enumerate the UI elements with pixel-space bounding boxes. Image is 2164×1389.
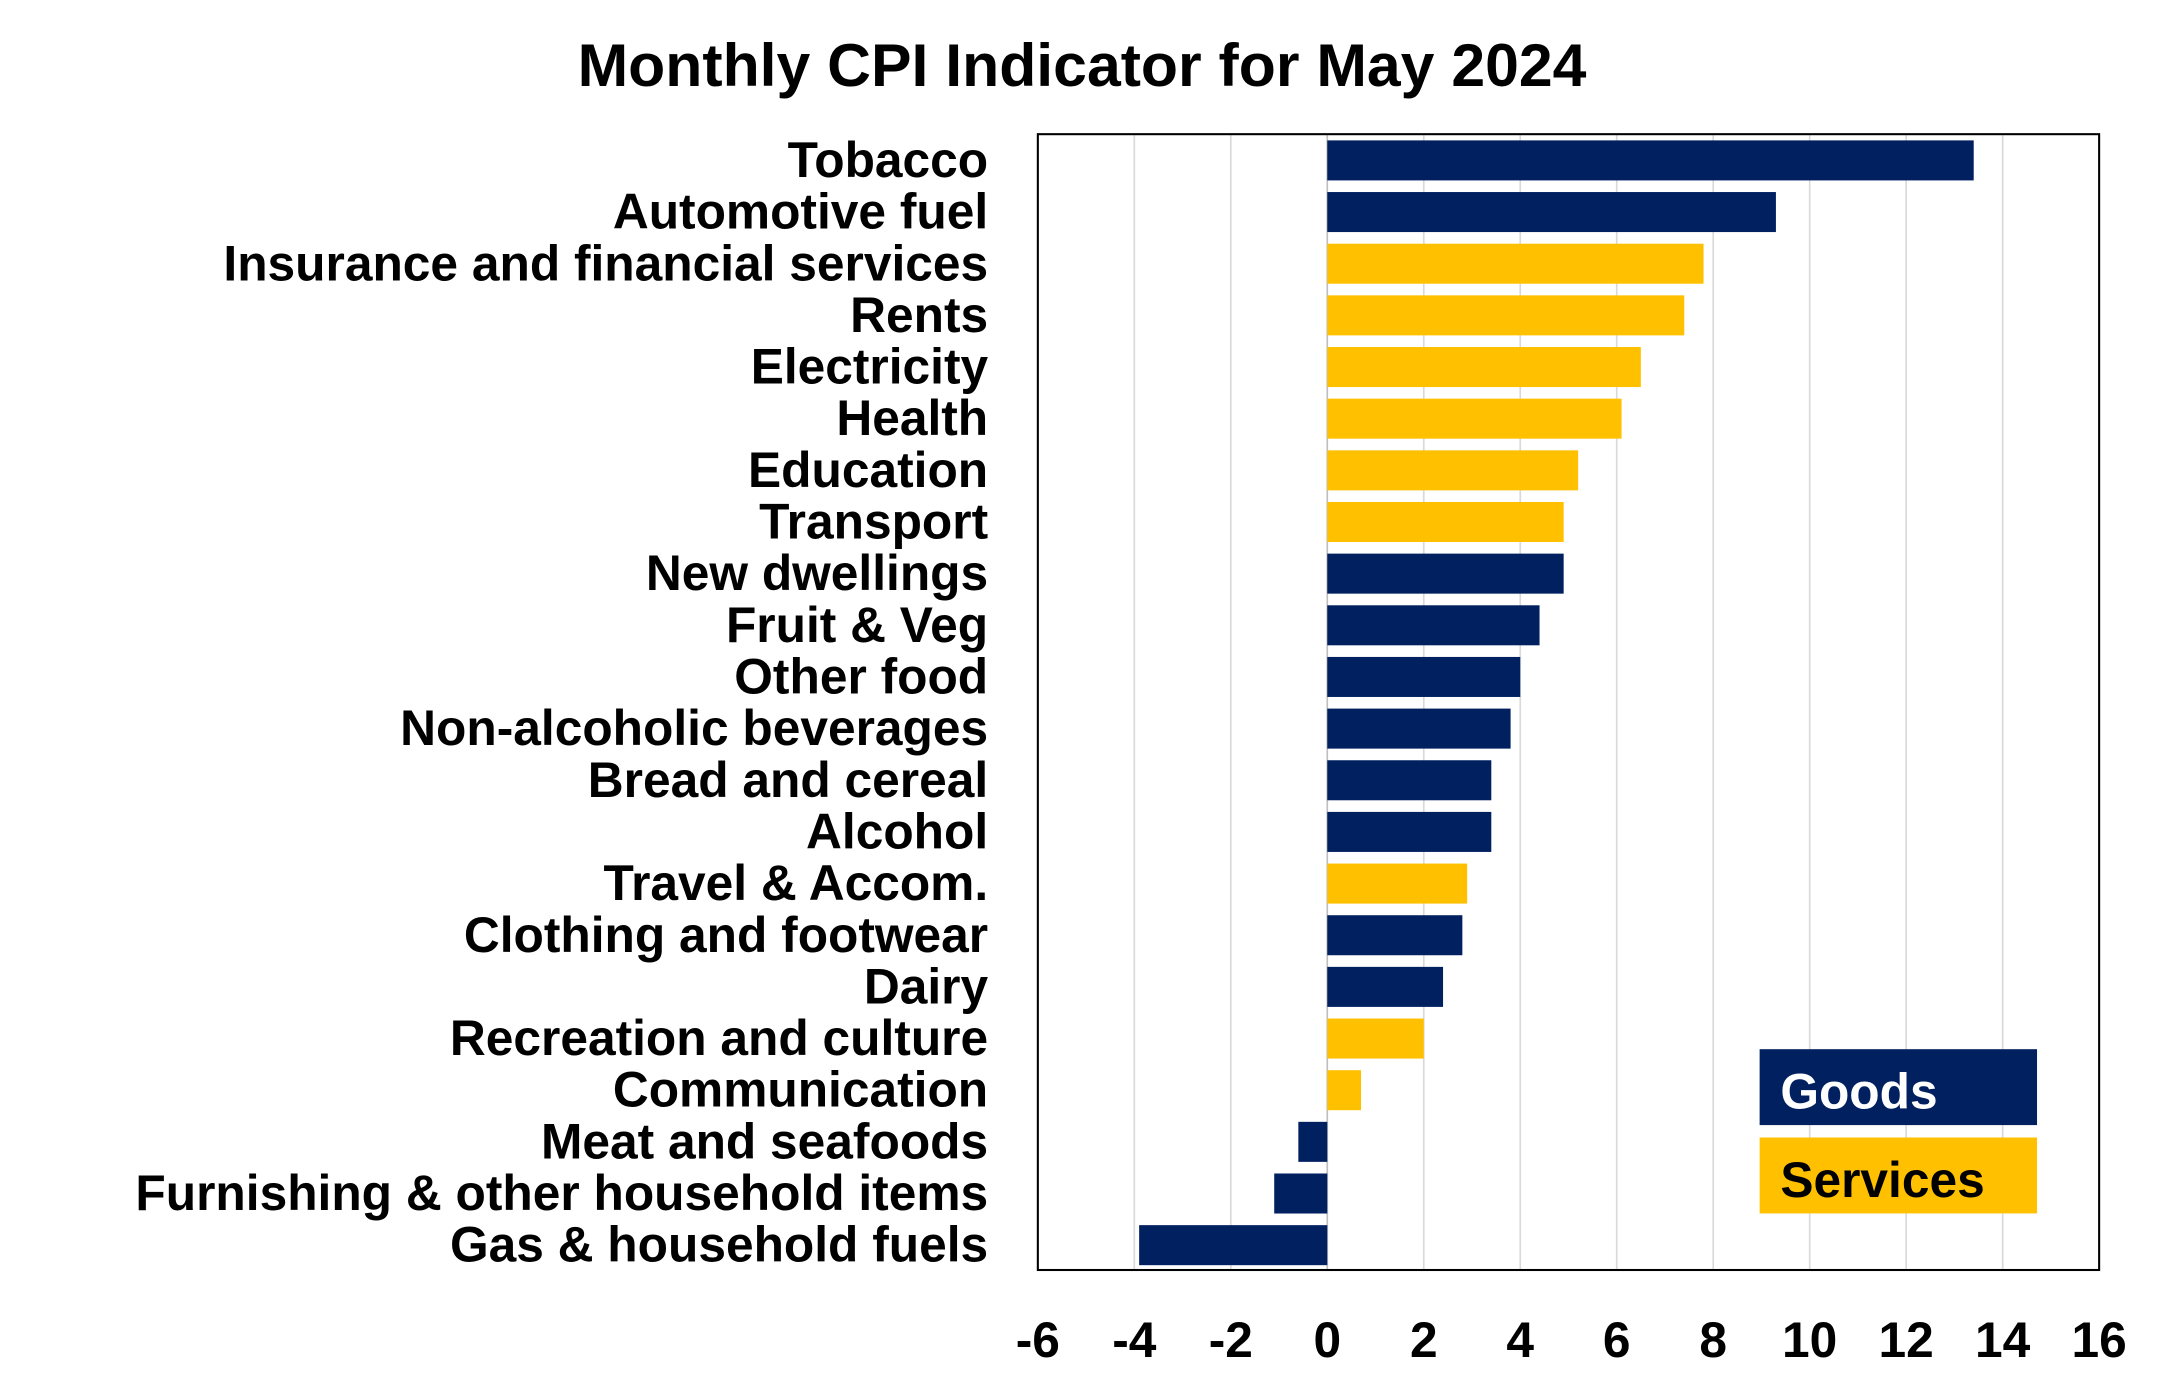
legend-swatch-services	[1759, 1137, 2038, 1214]
bars	[1139, 140, 1974, 1266]
category-label: Meat and seafoods	[541, 1113, 988, 1169]
category-label: Other food	[734, 649, 988, 705]
category-label: Recreation and culture	[450, 1010, 988, 1066]
bar-electricity	[1327, 347, 1641, 388]
category-label: Bread and cereal	[588, 752, 988, 808]
category-label: Tobacco	[788, 132, 989, 188]
x-tick-label: 8	[1699, 1312, 1727, 1368]
category-label: Education	[748, 442, 988, 498]
x-tick-label: 12	[1879, 1312, 1934, 1368]
bar-clothing-and-footwear	[1327, 915, 1463, 956]
category-label: Alcohol	[806, 803, 988, 859]
bar-bread-and-cereal	[1327, 760, 1492, 801]
x-tick-label: 4	[1506, 1312, 1534, 1368]
category-label: Transport	[759, 494, 988, 550]
legend-swatch-goods	[1759, 1049, 2038, 1126]
plot-frame	[1036, 133, 2101, 1272]
x-tick-label: 6	[1603, 1312, 1631, 1368]
category-label: Automotive fuel	[613, 184, 988, 240]
x-tick-label: 14	[1975, 1312, 2031, 1368]
bar-dairy	[1327, 966, 1444, 1007]
bar-alcohol	[1327, 811, 1492, 852]
legend-label-services: Services	[1780, 1152, 1984, 1208]
category-label: Non-alcoholic beverages	[400, 700, 988, 756]
legend-label-goods: Goods	[1780, 1064, 1937, 1120]
category-label: Insurance and financial services	[223, 235, 988, 291]
bar-tobacco	[1327, 140, 1974, 181]
category-label: Health	[836, 390, 988, 446]
bar-rents	[1327, 295, 1685, 336]
x-tick-label: -2	[1209, 1312, 1253, 1368]
bar-travel-accom-	[1327, 863, 1468, 904]
bar-furnishing-other-household-items	[1274, 1173, 1328, 1214]
bar-gas-household-fuels	[1139, 1225, 1328, 1266]
x-tick-label: -4	[1112, 1312, 1157, 1368]
legend: Goods Services	[1759, 1049, 2038, 1214]
bar-fruit-veg	[1327, 605, 1540, 646]
chart-title: Monthly CPI Indicator for May 2024	[578, 31, 1587, 99]
category-label: Dairy	[864, 958, 989, 1014]
bar-education	[1327, 450, 1579, 491]
category-label: Electricity	[751, 339, 989, 395]
bar-non-alcoholic-beverages	[1327, 708, 1511, 749]
bar-automotive-fuel	[1327, 192, 1776, 233]
category-label: Rents	[850, 287, 988, 343]
bar-transport	[1327, 501, 1564, 542]
category-label: Furnishing & other household items	[135, 1165, 988, 1221]
category-label: Travel & Accom.	[603, 855, 988, 911]
x-tick-label: 16	[2072, 1312, 2127, 1368]
x-tick-label: 10	[1782, 1312, 1837, 1368]
category-label: Gas & household fuels	[450, 1217, 988, 1273]
bar-other-food	[1327, 656, 1521, 697]
category-label: Clothing and footwear	[464, 907, 988, 963]
x-tick-labels: -6 -4 -2 0 2 4 6 8 10 12 14 16	[1016, 1312, 2127, 1368]
bar-health	[1327, 398, 1622, 439]
category-label: Fruit & Veg	[726, 597, 988, 653]
bar-recreation-and-culture	[1327, 1018, 1424, 1059]
bar-communication	[1327, 1070, 1362, 1111]
x-tick-label: 2	[1410, 1312, 1438, 1368]
x-tick-label: 0	[1313, 1312, 1341, 1368]
bar-new-dwellings	[1327, 553, 1564, 594]
x-tick-label: -6	[1016, 1312, 1060, 1368]
bar-meat-and-seafoods	[1298, 1121, 1328, 1162]
category-label: Communication	[613, 1062, 988, 1118]
bar-insurance-and-financial-services	[1327, 243, 1704, 284]
category-label: New dwellings	[646, 545, 988, 601]
